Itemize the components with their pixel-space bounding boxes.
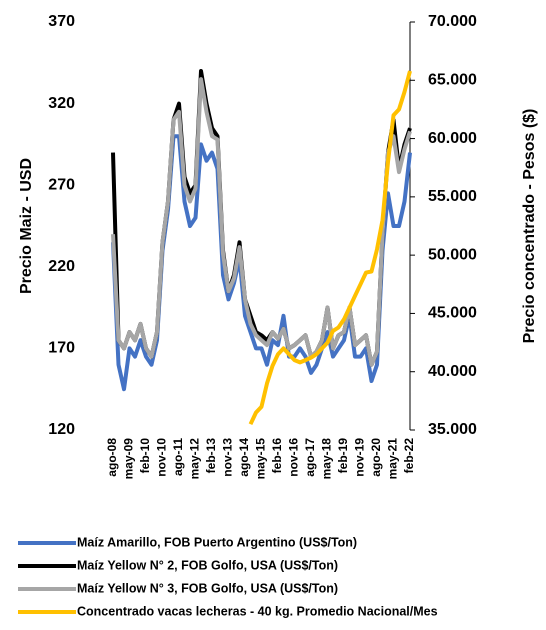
x-tick-label: may-12: [188, 438, 202, 480]
legend-label: Maíz Yellow N° 2, FOB Golfo, USA (US$/To…: [77, 558, 338, 572]
x-tick-label: feb-10: [138, 438, 152, 474]
y-axis-title: Precio Maiz - USD: [18, 158, 35, 294]
legend-label: Maíz Yellow N° 3, FOB Golfo, USA (US$/To…: [77, 581, 338, 595]
x-tick-label: feb-16: [270, 438, 284, 474]
y2-tick-label: 35.000: [428, 421, 477, 438]
x-tick-label: feb-19: [336, 438, 350, 474]
x-tick-label: feb-22: [402, 438, 416, 474]
x-tick-label: may-09: [122, 438, 136, 480]
y2-tick-label: 55.000: [428, 188, 477, 205]
y-tick-label: 370: [48, 13, 75, 30]
y2-tick-label: 50.000: [428, 246, 477, 263]
y-tick-label: 120: [48, 421, 75, 438]
x-tick-label: nov-19: [353, 438, 367, 477]
x-tick-label: may-18: [320, 438, 334, 480]
y2-axis-title: Precio concentrado - Pesos ($): [521, 109, 538, 344]
y2-tick-label: 45.000: [428, 305, 477, 322]
x-tick-label: ago-08: [105, 438, 119, 477]
series-line: [111, 134, 412, 392]
x-tick-label: nov-10: [155, 438, 169, 477]
x-tick-label: may-15: [254, 438, 268, 480]
x-tick-label: ago-20: [369, 438, 383, 477]
y-tick-label: 320: [48, 95, 75, 112]
x-tick-label: ago-17: [303, 438, 317, 477]
series-line: [248, 70, 412, 426]
series-line: [111, 77, 412, 367]
x-tick-label: feb-13: [204, 438, 218, 474]
y2-tick-label: 70.000: [428, 13, 477, 30]
x-tick-label: nov-13: [221, 438, 235, 477]
y-tick-label: 270: [48, 176, 75, 193]
y-tick-label: 220: [48, 258, 75, 275]
y-tick-label: 170: [48, 340, 75, 357]
legend-label: Concentrado vacas lecheras - 40 kg. Prom…: [77, 604, 438, 618]
x-tick-label: ago-14: [237, 438, 251, 477]
y2-tick-label: 65.000: [428, 72, 477, 89]
x-tick-label: may-21: [386, 438, 400, 480]
x-tick-label: nov-16: [287, 438, 301, 477]
legend-label: Maíz Amarillo, FOB Puerto Argentino (US$…: [77, 535, 357, 549]
x-tick-label: ago-11: [171, 438, 185, 476]
y2-tick-label: 60.000: [428, 130, 477, 147]
y2-tick-label: 40.000: [428, 363, 477, 380]
